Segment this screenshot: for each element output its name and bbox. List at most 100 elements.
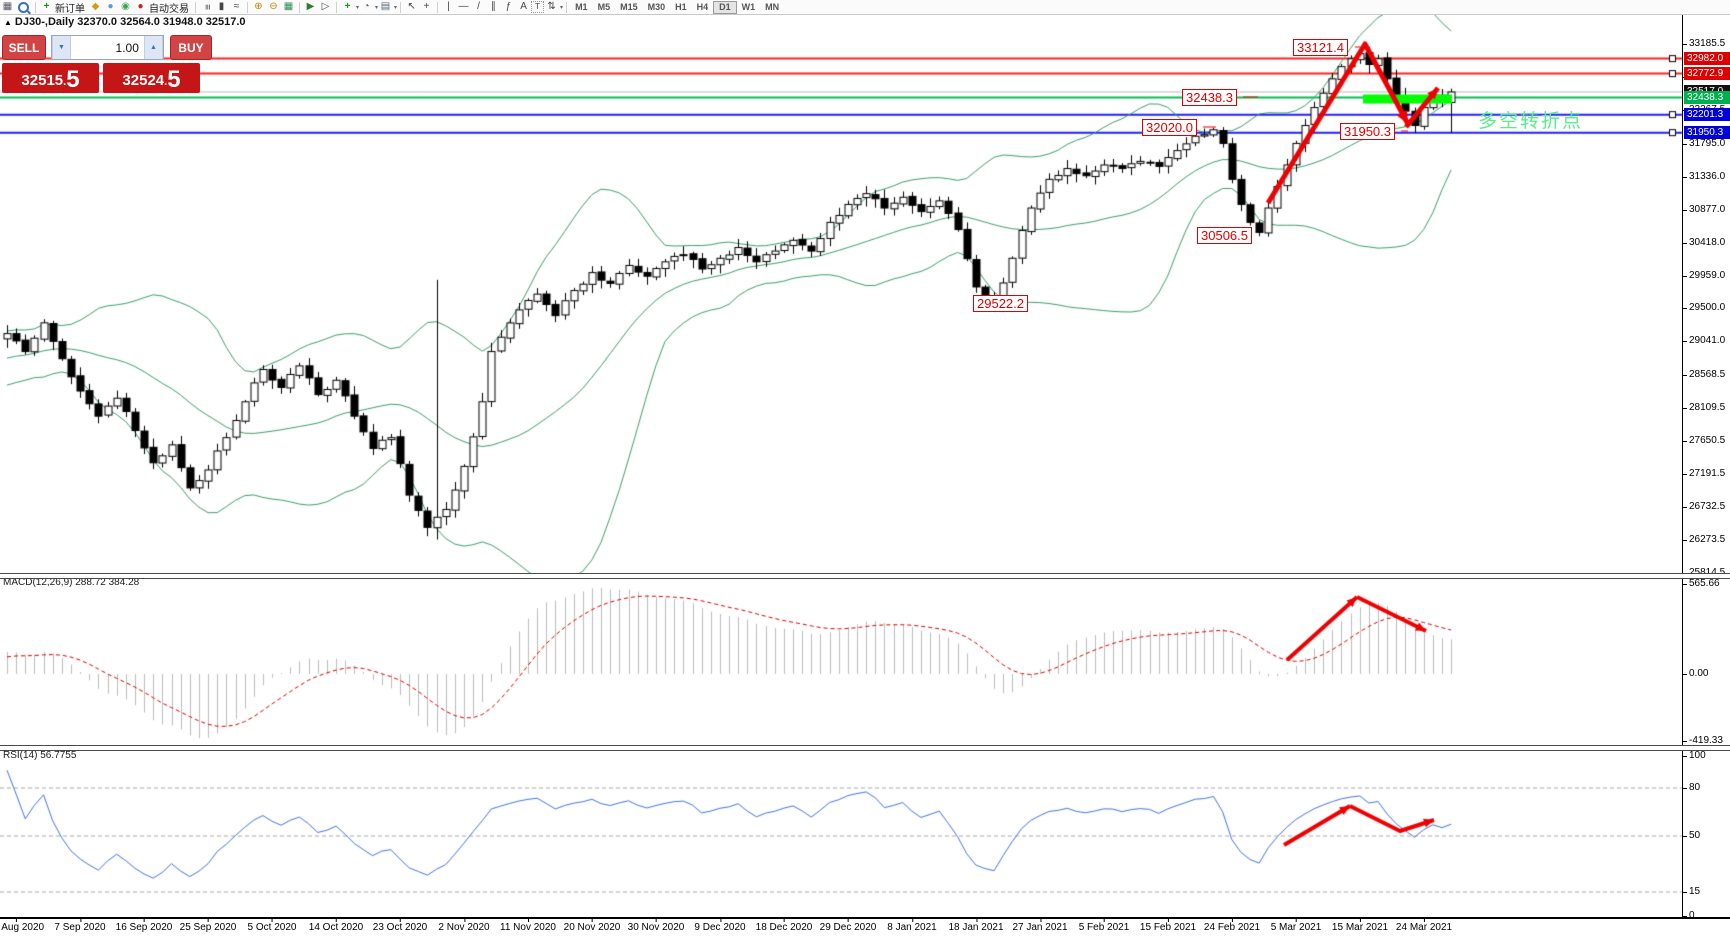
chart-title: ▲ DJ30-,Daily 32370.0 32564.0 31948.0 325… xyxy=(4,16,246,28)
price-axis-tick: 29500.0 xyxy=(1682,302,1726,314)
timeframe-h1-button[interactable]: H1 xyxy=(675,1,687,12)
auto-trading-icon[interactable]: ● xyxy=(137,1,144,12)
date-label: 9 Dec 2020 xyxy=(694,919,746,933)
periods-icon[interactable]: ◔ xyxy=(363,1,370,12)
sell-price-main: 32515 xyxy=(21,72,64,89)
time-axis-border xyxy=(0,917,1730,919)
timeframe-m5-button[interactable]: M5 xyxy=(597,1,611,12)
timeframe-m1-button[interactable]: M1 xyxy=(575,1,588,12)
timeframe-m30-button[interactable]: M30 xyxy=(647,1,666,12)
chart-shift-icon[interactable]: ▷ xyxy=(321,1,330,12)
date-label: 5 Oct 2020 xyxy=(247,919,297,933)
date-label: 18 Dec 2020 xyxy=(755,919,813,933)
symbol-ohlc-text: DJ30-,Daily 32370.0 32564.0 31948.0 3251… xyxy=(14,16,246,28)
templates-dropdown-caret[interactable]: ▾ xyxy=(394,4,398,11)
sell-button[interactable]: SELL xyxy=(2,35,46,60)
price-annotation-label[interactable]: 32020.0 xyxy=(1142,119,1197,136)
buy-price-dot: . xyxy=(164,76,168,88)
panel-separator-rsi[interactable] xyxy=(0,745,1730,751)
buy-price-frac: 5 xyxy=(167,66,181,93)
trendline-icon[interactable]: / xyxy=(477,1,480,12)
sell-price-display[interactable]: 32515. 5 xyxy=(2,63,99,93)
buy-price-display[interactable]: 32524. 5 xyxy=(103,63,200,93)
time-axis-labels[interactable]: 28 Aug 2020 7 Sep 2020 16 Sep 2020 25 Sep 2… xyxy=(0,919,1730,937)
date-label: 30 Nov 2020 xyxy=(627,919,685,933)
indicators-icon[interactable]: + xyxy=(344,1,351,12)
equidistant-channel-icon[interactable]: ∥ xyxy=(491,1,497,12)
new-chart-icon[interactable]: ▦ xyxy=(2,1,13,12)
price-annotation-label[interactable]: 32438.3 xyxy=(1182,89,1237,106)
date-label: 2 Nov 2020 xyxy=(438,919,490,933)
date-label: 20 Nov 2020 xyxy=(563,919,621,933)
price-axis-tick: 26732.5 xyxy=(1682,501,1726,513)
date-label: 11 Nov 2020 xyxy=(500,919,556,933)
zoom-in-icon[interactable]: ⊕ xyxy=(254,1,263,12)
timeframe-m15-button[interactable]: M15 xyxy=(620,1,638,12)
date-label: 25 Sep 2020 xyxy=(179,919,237,933)
chart-candles-icon[interactable]: ▮ xyxy=(218,1,225,12)
date-label: 14 Oct 2020 xyxy=(308,919,364,933)
arrows-icon[interactable]: ⇅ xyxy=(547,1,556,12)
price-badge: 32438.3 xyxy=(1684,91,1730,105)
price-axis-tick: 29959.0 xyxy=(1682,269,1726,281)
date-label: 15 Feb 2021 xyxy=(1139,919,1197,933)
deposit-icon[interactable]: ◆ xyxy=(91,1,100,12)
volume-increase-button[interactable]: ▲ xyxy=(143,36,163,59)
templates-icon[interactable]: ▤ xyxy=(380,1,391,12)
crosshair-icon[interactable]: + xyxy=(423,1,430,12)
text-label-icon[interactable]: T xyxy=(531,1,545,13)
turning-point-annotation[interactable]: 多空转折点 xyxy=(1478,111,1584,132)
signal-icon[interactable]: ◉ xyxy=(121,1,130,12)
date-label: 16 Sep 2020 xyxy=(115,919,173,933)
zoom-out-icon[interactable]: ⊖ xyxy=(269,1,278,12)
vertical-line-icon[interactable]: | xyxy=(447,1,450,12)
timeframe-h4-button[interactable]: H4 xyxy=(696,1,709,12)
volume-input[interactable]: 1.00 xyxy=(115,40,139,55)
horizontal-line-icon[interactable]: — xyxy=(458,1,469,12)
cursor-icon[interactable]: ↖ xyxy=(407,1,416,12)
periods-dropdown-caret[interactable]: ▾ xyxy=(375,4,379,11)
rsi-axis-tick: 0 xyxy=(1683,910,1695,921)
timeframe-w1-button[interactable]: W1 xyxy=(741,1,756,12)
price-axis-tick: 30877.0 xyxy=(1682,203,1726,215)
rsi-axis-tick: 80 xyxy=(1682,782,1701,793)
price-badge: 32982.0 xyxy=(1684,52,1730,66)
price-axis-tick: 31795.0 xyxy=(1682,137,1726,149)
panel-separator-macd[interactable] xyxy=(0,573,1730,579)
auto-trading-label[interactable]: 自动交易 xyxy=(149,3,189,15)
price-annotation-label[interactable]: 31950.3 xyxy=(1340,123,1395,140)
price-badge: 32201.3 xyxy=(1684,108,1730,122)
volume-decrease-button[interactable]: ▼ xyxy=(51,36,71,59)
price-axis-tick: 30418.0 xyxy=(1682,236,1726,248)
date-label: 28 Aug 2020 xyxy=(0,919,44,933)
price-axis-tick: 31336.0 xyxy=(1682,170,1726,182)
price-badge: 31950.3 xyxy=(1684,126,1730,140)
fibonacci-icon[interactable]: ƒ xyxy=(505,1,512,12)
date-label: 29 Dec 2020 xyxy=(819,919,877,933)
tile-windows-icon[interactable]: ▦ xyxy=(283,1,294,12)
date-label: 24 Feb 2021 xyxy=(1203,919,1261,933)
price-annotation-label[interactable]: 29522.2 xyxy=(973,295,1028,312)
new-order-label[interactable]: 新订单 xyxy=(55,3,85,15)
market-watch-icon[interactable] xyxy=(18,1,29,13)
new-order-icon[interactable]: + xyxy=(43,1,50,12)
chart-line-icon[interactable]: ≈ xyxy=(233,1,240,12)
price-annotation-label[interactable]: 33121.4 xyxy=(1293,39,1348,56)
arrows-dropdown-caret[interactable]: ▾ xyxy=(560,4,564,11)
price-annotation-label[interactable]: 30506.5 xyxy=(1197,227,1252,244)
buy-button[interactable]: BUY xyxy=(169,35,212,60)
price-axis[interactable] xyxy=(1682,14,1683,918)
sell-price-dot: . xyxy=(63,76,67,88)
timeframe-mn-button[interactable]: MN xyxy=(765,1,780,12)
price-axis-tick: 26273.5 xyxy=(1682,534,1726,546)
buy-price-main: 32524 xyxy=(122,72,165,89)
text-icon[interactable]: A xyxy=(520,1,527,12)
community-icon[interactable]: ● xyxy=(107,1,114,12)
indicators-dropdown-caret[interactable]: ▾ xyxy=(356,4,360,11)
chart-bars-icon[interactable]: ≡ xyxy=(201,4,213,10)
sell-price-frac: 5 xyxy=(66,66,80,93)
timeframe-d1-button[interactable]: D1 xyxy=(713,0,737,14)
auto-scroll-icon[interactable]: ▶ xyxy=(306,1,315,12)
